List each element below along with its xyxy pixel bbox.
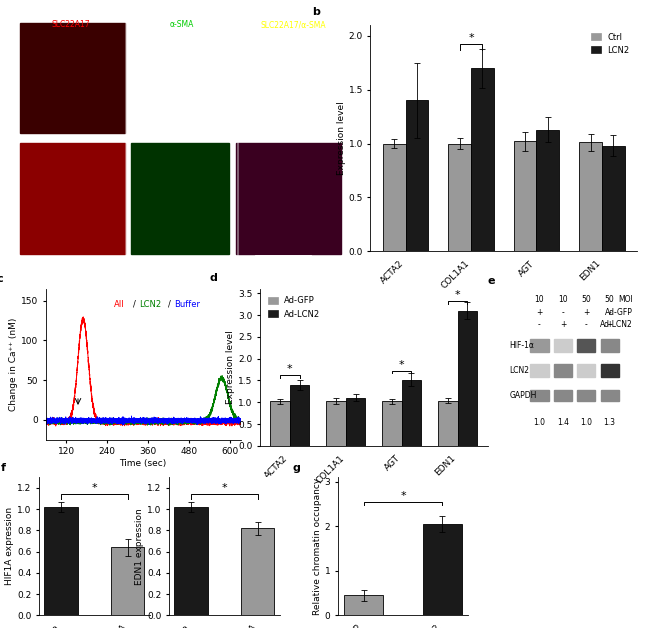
Bar (346, 398, 365, 446)
Text: f: f (1, 463, 5, 474)
Text: 1.3: 1.3 (604, 418, 616, 426)
Bar (554, 339, 572, 352)
Bar (290, 385, 309, 446)
Bar (554, 390, 572, 401)
Text: *: * (222, 483, 227, 493)
Bar (44, 507, 77, 615)
Text: +: + (583, 308, 590, 317)
Text: Control: Control (0, 62, 3, 89)
Bar (382, 401, 402, 446)
Text: +: + (606, 320, 613, 329)
Text: AH: AH (0, 195, 3, 207)
Text: +: + (536, 308, 543, 317)
Text: GAPDH: GAPDH (510, 391, 537, 400)
Text: 50: 50 (605, 295, 615, 304)
Bar (326, 401, 346, 446)
Text: LCN2: LCN2 (139, 300, 161, 309)
Text: *: * (92, 483, 97, 493)
Text: SLC22A17/α-SMA: SLC22A17/α-SMA (261, 20, 326, 29)
Bar (402, 379, 421, 446)
Text: 1.4: 1.4 (557, 418, 569, 426)
Bar (20, 143, 125, 254)
Bar (536, 129, 560, 251)
Text: b: b (312, 7, 320, 17)
Text: -: - (562, 308, 564, 317)
Legend: Ctrl, LCN2: Ctrl, LCN2 (588, 30, 633, 58)
Bar (422, 524, 462, 615)
Text: 10: 10 (535, 295, 544, 304)
Bar (383, 144, 406, 251)
Text: *: * (455, 290, 460, 300)
Text: *: * (287, 364, 292, 374)
Bar (448, 144, 471, 251)
Bar (577, 339, 595, 352)
Y-axis label: Relative chromatin occupancy: Relative chromatin occupancy (313, 478, 322, 615)
Text: AII: AII (114, 300, 125, 309)
Bar (530, 364, 549, 377)
Bar (241, 528, 274, 615)
Text: c: c (0, 274, 3, 284)
Text: LCN2: LCN2 (510, 366, 530, 375)
Bar (514, 141, 536, 251)
Bar (601, 339, 619, 352)
Bar (471, 68, 494, 251)
Text: SLC22A17: SLC22A17 (51, 20, 90, 29)
Y-axis label: Change in Ca⁺⁺ (nM): Change in Ca⁺⁺ (nM) (9, 318, 18, 411)
Y-axis label: HIF1A expression: HIF1A expression (5, 507, 14, 585)
Bar (174, 507, 207, 615)
Text: Ad-LCN2: Ad-LCN2 (601, 320, 633, 329)
Bar (601, 390, 619, 401)
Legend: Ad-GFP, Ad-LCN2: Ad-GFP, Ad-LCN2 (264, 293, 324, 322)
Text: 1.0: 1.0 (534, 418, 545, 426)
Y-axis label: EDN1 expression: EDN1 expression (135, 508, 144, 585)
Bar (111, 548, 144, 615)
Text: -: - (608, 308, 611, 317)
Text: /: / (168, 300, 171, 309)
Bar (458, 311, 477, 446)
Bar (601, 364, 619, 377)
Y-axis label: Expression level: Expression level (226, 330, 235, 404)
Text: 10: 10 (558, 295, 567, 304)
Text: /: / (133, 300, 136, 309)
Bar (530, 390, 549, 401)
Bar (270, 401, 290, 446)
Text: MOI: MOI (618, 295, 633, 304)
Text: *: * (399, 360, 404, 370)
Text: 1.0: 1.0 (580, 418, 592, 426)
Bar (406, 100, 428, 251)
Bar (131, 143, 229, 254)
Text: e: e (488, 276, 495, 286)
Bar (602, 146, 625, 251)
Text: +: + (560, 320, 566, 329)
Bar (577, 390, 595, 401)
Text: d: d (210, 273, 218, 283)
Text: *: * (468, 33, 474, 43)
Text: α-SMA: α-SMA (170, 20, 194, 29)
Text: Buffer: Buffer (174, 300, 200, 309)
Text: -: - (538, 320, 541, 329)
Bar (554, 364, 572, 377)
Bar (530, 339, 549, 352)
Text: 50: 50 (581, 295, 592, 304)
Text: *: * (400, 491, 406, 501)
Bar (577, 364, 595, 377)
X-axis label: Time (sec): Time (sec) (120, 459, 166, 468)
Y-axis label: Expression level: Expression level (337, 101, 346, 175)
Text: -: - (585, 320, 588, 329)
Text: HIF-1α: HIF-1α (510, 341, 534, 350)
Bar (438, 401, 458, 446)
Bar (344, 595, 384, 615)
Bar (20, 23, 125, 133)
Bar (236, 143, 341, 254)
Text: Ad-GFP: Ad-GFP (605, 308, 633, 317)
Text: g: g (292, 463, 300, 474)
Bar (579, 143, 602, 251)
